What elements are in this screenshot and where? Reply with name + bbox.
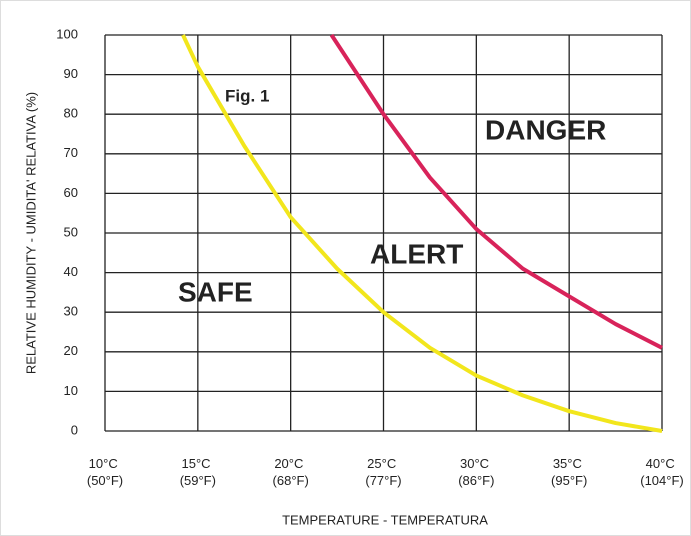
y-tick-label: 10: [64, 383, 78, 398]
annotation: Fig. 1: [225, 86, 269, 105]
y-tick-label: 50: [64, 224, 78, 239]
y-axis-label: RELATIVE HUMIDITY - UMIDITA' RELATIVA (%…: [23, 92, 38, 374]
x-tick-label-line: 15°C: [181, 456, 214, 471]
y-tick-label: 70: [64, 145, 78, 160]
line-series: [181, 34, 663, 433]
x-tick-label: 25°C (77°F): [365, 456, 401, 488]
x-tick-label: 20°C (68°F): [273, 456, 309, 488]
x-tick-label-line: (86°F): [458, 473, 494, 488]
annotation: SAFE: [178, 276, 253, 307]
x-tick-label-line: (95°F): [551, 473, 587, 488]
x-tick-label-line: 30°C: [460, 456, 493, 471]
y-tick-label: 20: [64, 343, 78, 358]
x-tick-label: 15°C (59°F): [180, 456, 216, 488]
y-tick-label: 80: [64, 106, 78, 121]
x-tick-label-line: (68°F): [273, 473, 309, 488]
line-series: [329, 33, 663, 350]
annotation: ALERT: [370, 238, 463, 269]
y-tick-label: 60: [64, 185, 78, 200]
y-tick-label: 40: [64, 264, 78, 279]
y-tick-label: 0: [71, 422, 78, 437]
x-tick-label-line: (59°F): [180, 473, 216, 488]
x-tick-label-line: 20°C: [274, 456, 307, 471]
x-tick-label: 10°C (50°F): [87, 456, 123, 488]
x-tick-label-line: (104°F): [640, 473, 684, 488]
x-tick-label: 40°C (104°F): [640, 456, 684, 488]
x-tick-label-line: 35°C: [553, 456, 586, 471]
x-tick-label-line: 10°C: [89, 456, 122, 471]
annotation: DANGER: [485, 114, 606, 145]
x-tick-label-line: 25°C: [367, 456, 400, 471]
x-tick-label-line: 40°C: [646, 456, 679, 471]
y-tick-label: 30: [64, 304, 78, 319]
x-tick-label-line: (77°F): [365, 473, 401, 488]
x-tick-label: 30°C (86°F): [458, 456, 494, 488]
x-axis-label: TEMPERATURE - TEMPERATURA: [282, 512, 488, 527]
y-tick-label: 90: [64, 66, 78, 81]
x-tick-label-line: (50°F): [87, 473, 123, 488]
x-tick-label: 35°C (95°F): [551, 456, 587, 488]
y-tick-label: 100: [56, 26, 78, 41]
